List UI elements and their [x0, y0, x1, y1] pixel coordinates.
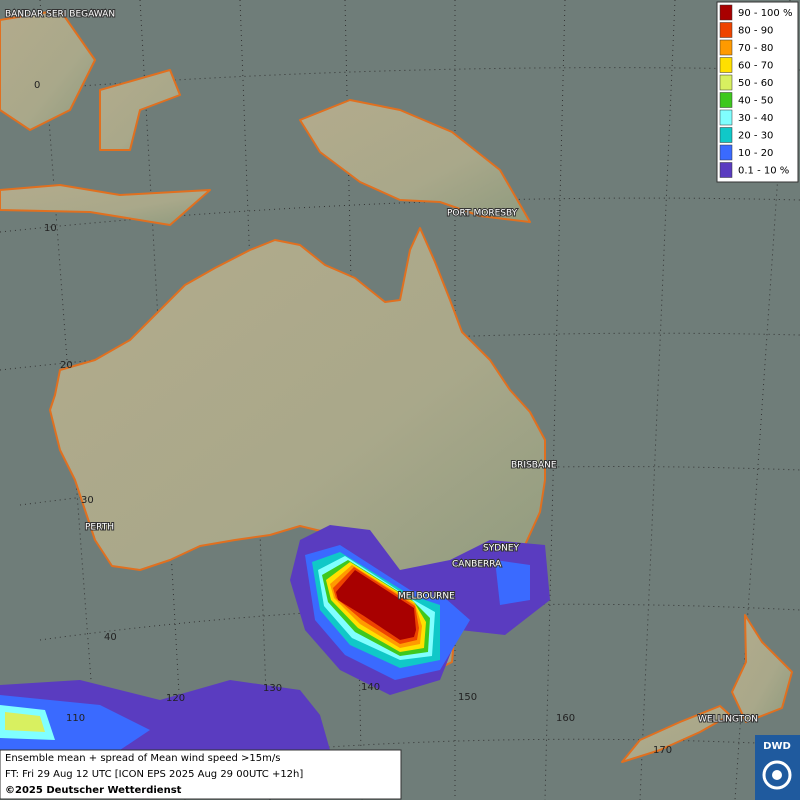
longitude-label: 110	[66, 713, 85, 724]
legend-label: 70 - 80	[738, 43, 773, 54]
latitude-label: 0	[34, 80, 40, 91]
latitude-label: 30	[81, 495, 94, 506]
footer-box	[0, 749, 402, 800]
legend-label: 50 - 60	[738, 78, 773, 89]
legend-swatch	[719, 92, 733, 108]
legend-label: 20 - 30	[738, 131, 773, 142]
legend-label: 10 - 20	[738, 148, 773, 159]
logo-text: DWD	[763, 741, 791, 752]
place-labels: BANDAR SERI BEGAWAN PORT MORESBY BRISBAN…	[4, 9, 759, 726]
logo: DWD	[755, 735, 800, 800]
legend: 90 - 100 % 80 - 90 70 - 80 60 - 70 50 - 60 40…	[716, 1, 799, 183]
legend-swatch	[719, 162, 733, 178]
grid-labels: 0 10 20 30 40 110 120 130 140 150 160 17…	[34, 80, 672, 756]
longitude-label: 160	[556, 713, 575, 724]
logo-symbol	[772, 770, 782, 780]
place-label: PERTH	[85, 523, 114, 533]
place-label: SYDNEY	[483, 544, 520, 554]
footer-text: Ensemble mean + spread of Mean wind spee…	[5, 753, 280, 764]
legend-swatch	[719, 39, 733, 56]
place-label: CANBERRA	[452, 560, 502, 570]
footer: Ensemble mean + spread of Mean wind spee…	[0, 749, 402, 800]
place-label: PORT MORESBY	[447, 209, 518, 219]
latitude-label: 10	[44, 223, 57, 234]
legend-swatch	[719, 144, 733, 161]
logo-symbol	[762, 760, 792, 790]
legend-swatch	[719, 4, 733, 21]
legend-label: 80 - 90	[738, 26, 773, 37]
place-label: BANDAR SERI BEGAWAN	[5, 10, 115, 20]
longitude-label: 120	[166, 693, 185, 704]
legend-swatch	[719, 127, 733, 143]
latitude-label: 40	[104, 632, 117, 643]
place-label: WELLINGTON	[698, 715, 758, 725]
latitude-label: 20	[60, 360, 73, 371]
legend-swatch	[719, 57, 733, 73]
footer-text: ©2025 Deutscher Wetterdienst	[5, 785, 182, 796]
longitude-label: 130	[263, 683, 282, 694]
legend-swatch	[719, 22, 733, 38]
place-label: MELBOURNE	[398, 592, 455, 602]
legend-label: 0.1 - 10 %	[738, 166, 789, 177]
legend-swatch	[719, 74, 733, 91]
legend-label: 40 - 50	[738, 96, 773, 107]
longitude-label: 150	[458, 692, 477, 703]
wind-probability	[0, 525, 550, 750]
longitude-label: 170	[653, 745, 672, 756]
place-label: BRISBANE	[511, 461, 557, 471]
legend-label: 30 - 40	[738, 113, 773, 124]
longitude-label: 140	[361, 682, 380, 693]
legend-swatch	[719, 109, 733, 126]
legend-label: 60 - 70	[738, 61, 773, 72]
legend-label: 90 - 100 %	[738, 8, 792, 19]
footer-text: FT: Fri 29 Aug 12 UTC [ICON EPS 2025 Aug…	[5, 769, 303, 780]
